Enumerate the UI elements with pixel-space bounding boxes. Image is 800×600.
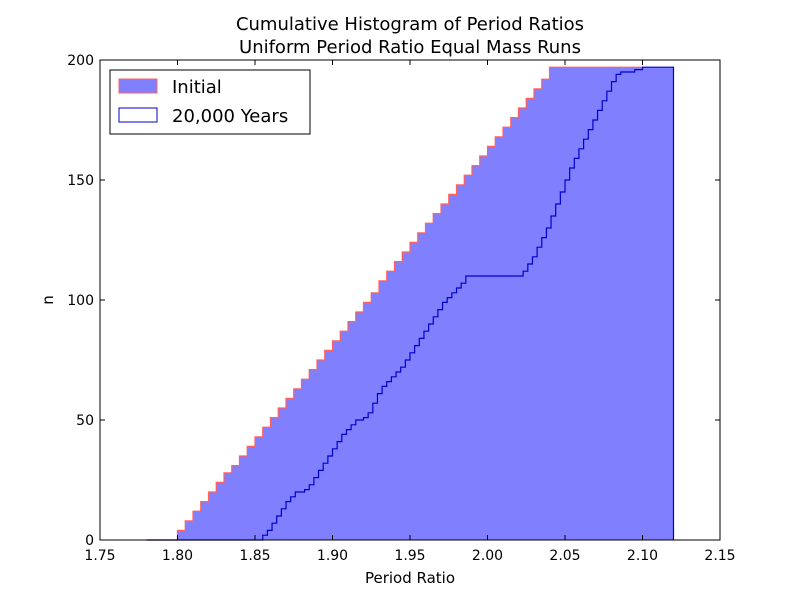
axis-ticks: 1.75 1.80 1.85 1.90 1.95 2.00 2.05 2.10 2.15 0 50 1… [67, 53, 735, 564]
y-axis-label: n [39, 295, 57, 305]
x-tick-label-1-90: 1.90 [317, 548, 348, 564]
legend-label-20000-years: 20,000 Years [172, 106, 288, 127]
chart-title: Cumulative Histogram of Period Ratios [236, 14, 584, 35]
plot-area [146, 66, 675, 541]
series-line-20000-years [146, 66, 675, 541]
x-tick-label-2-10: 2.10 [627, 548, 658, 564]
y-tick-label-100: 100 [67, 293, 94, 309]
x-tick-label-1-85: 1.85 [239, 548, 270, 564]
x-tick-label-2-15: 2.15 [704, 548, 735, 564]
y-tick-label-200: 200 [67, 53, 94, 69]
x-tick-label-1-95: 1.95 [394, 548, 425, 564]
series-line-initial [146, 66, 643, 541]
y-tick-label-50: 50 [76, 413, 94, 429]
y-tick-label-0: 0 [85, 533, 94, 549]
chart-subtitle: Uniform Period Ratio Equal Mass Runs [239, 37, 581, 58]
legend: Initial 20,000 Years [109, 69, 311, 135]
legend-swatch-20000-years [118, 107, 158, 123]
legend-label-initial: Initial [172, 77, 222, 98]
series-fill-initial [146, 67, 674, 540]
y-tick-label-150: 150 [67, 173, 94, 189]
legend-swatch-initial [118, 78, 158, 94]
x-tick-label-2-05: 2.05 [549, 548, 580, 564]
x-tick-label-1-80: 1.80 [162, 548, 193, 564]
x-tick-label-1-75: 1.75 [84, 548, 115, 564]
x-tick-label-2-00: 2.00 [472, 548, 503, 564]
x-axis-label: Period Ratio [365, 569, 455, 587]
